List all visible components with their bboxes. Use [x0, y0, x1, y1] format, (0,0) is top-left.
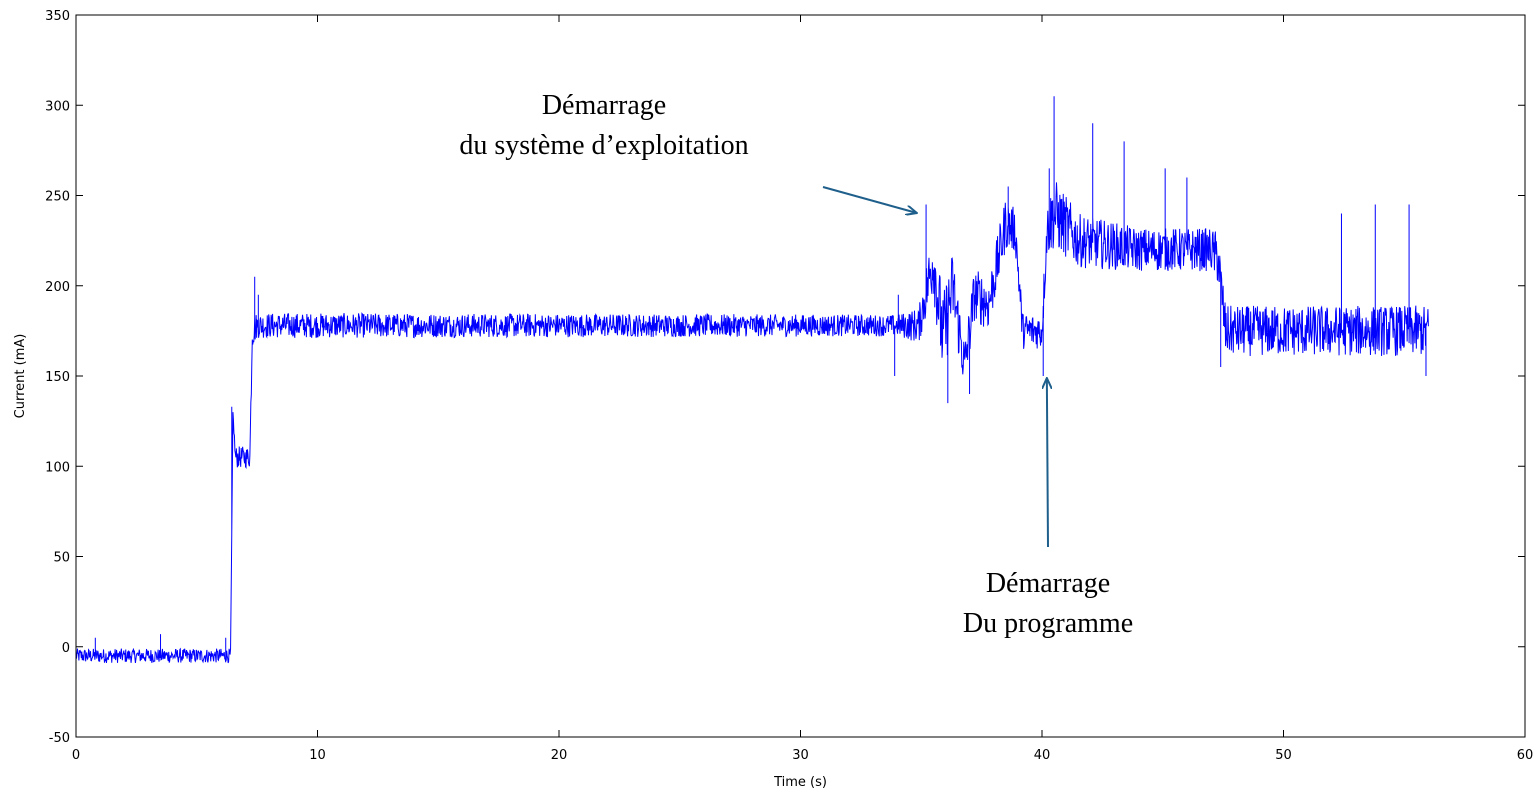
x-tick-label: 60: [1517, 748, 1534, 763]
y-tick-label: 0: [62, 641, 70, 656]
y-tick-label: 250: [45, 190, 70, 205]
x-tick-label: 10: [309, 748, 326, 763]
y-tick-label: -50: [49, 731, 70, 746]
y-tick-label: 200: [45, 280, 70, 295]
y-tick-label: 300: [45, 99, 70, 114]
annotation-0-arrow: [822, 186, 916, 213]
plot-frame: [75, 14, 1526, 738]
series-layer: [75, 96, 1429, 664]
y-tick-label: 150: [45, 370, 70, 385]
annotation-1-line-0: Démarrage: [986, 568, 1110, 599]
x-tick-label: 30: [792, 748, 809, 763]
series-line-0: [75, 96, 1429, 664]
annotations: Démarrage du système d’exploitation Démarr…: [459, 90, 1133, 639]
y-tick-label: 100: [45, 460, 70, 475]
x-tick-label: 20: [551, 748, 568, 763]
x-tick-label: 50: [1275, 748, 1292, 763]
annotation-1-line-1: Du programme: [963, 608, 1133, 639]
x-axis-label: Time (s): [773, 775, 827, 790]
y-axis-label: Current (mA): [13, 334, 28, 419]
annotation-0-line-1: du système d’exploitation: [459, 130, 748, 161]
x-tick-label: 0: [72, 748, 80, 763]
y-tick-label: 350: [45, 9, 70, 24]
annotation-1-arrow: [1047, 379, 1048, 548]
x-tick-label: 40: [1034, 748, 1051, 763]
y-tick-label: 50: [53, 551, 70, 566]
annotation-0-line-0: Démarrage: [542, 90, 666, 121]
